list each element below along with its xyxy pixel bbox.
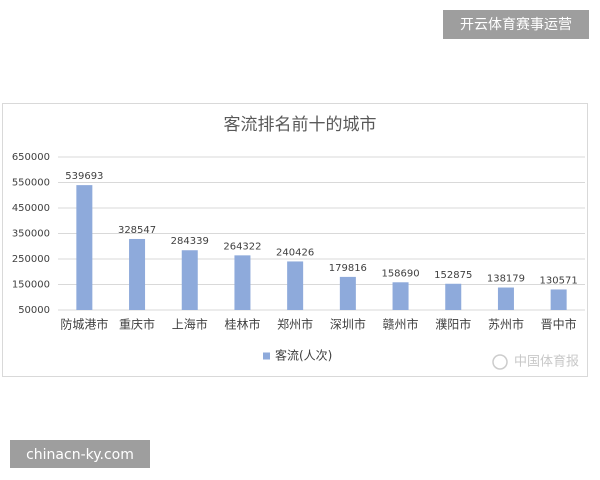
bar xyxy=(287,261,304,310)
bar xyxy=(550,289,567,310)
bar xyxy=(181,250,198,310)
x-tick-label: 桂林市 xyxy=(224,317,260,332)
y-tick-label: 250000 xyxy=(12,254,50,265)
value-label: 328547 xyxy=(118,225,156,236)
bar xyxy=(339,276,356,310)
bar xyxy=(392,282,409,310)
value-label: 152875 xyxy=(434,270,472,281)
x-tick-label: 深圳市 xyxy=(330,317,366,332)
chart-title: 客流排名前十的城市 xyxy=(224,115,377,135)
weibo-watermark: 中国体育报 xyxy=(514,354,579,370)
y-tick-label: 50000 xyxy=(18,305,50,316)
weibo-icon xyxy=(492,354,508,370)
bar xyxy=(497,287,514,310)
x-tick-label: 郑州市 xyxy=(277,317,313,332)
x-tick-label: 苏州市 xyxy=(488,317,524,332)
y-tick-label: 550000 xyxy=(12,178,50,189)
value-label: 539693 xyxy=(65,171,103,182)
y-tick-label: 650000 xyxy=(12,152,50,163)
y-tick-label: 450000 xyxy=(12,203,50,214)
x-tick-label: 防城港市 xyxy=(60,317,108,332)
x-tick-label: 重庆市 xyxy=(119,317,155,332)
x-tick-label: 上海市 xyxy=(172,317,208,332)
value-label: 138179 xyxy=(487,274,525,285)
site-box xyxy=(10,440,150,468)
x-tick-label: 晋中市 xyxy=(541,317,577,332)
value-label: 158690 xyxy=(381,268,419,279)
y-tick-label: 150000 xyxy=(12,280,50,291)
chart-frame xyxy=(2,103,588,377)
legend-swatch xyxy=(263,352,270,360)
y-tick-label: 350000 xyxy=(12,229,50,240)
value-label: 130571 xyxy=(540,275,578,286)
site: chinacn-ky.com xyxy=(26,447,134,463)
bar xyxy=(129,238,146,310)
bar xyxy=(76,185,93,310)
value-label: 264322 xyxy=(223,241,261,252)
value-label: 284339 xyxy=(171,236,209,247)
x-tick-label: 赣州市 xyxy=(383,317,419,332)
value-label: 179816 xyxy=(329,263,367,274)
x-tick-label: 濮阳市 xyxy=(435,317,471,332)
bar xyxy=(445,283,462,310)
bar xyxy=(234,255,251,310)
brand-box xyxy=(443,10,589,39)
value-label: 240426 xyxy=(276,247,314,258)
legend-label: 客流(人次) xyxy=(275,348,332,363)
brand: 开云体育赛事运营 xyxy=(460,17,572,33)
